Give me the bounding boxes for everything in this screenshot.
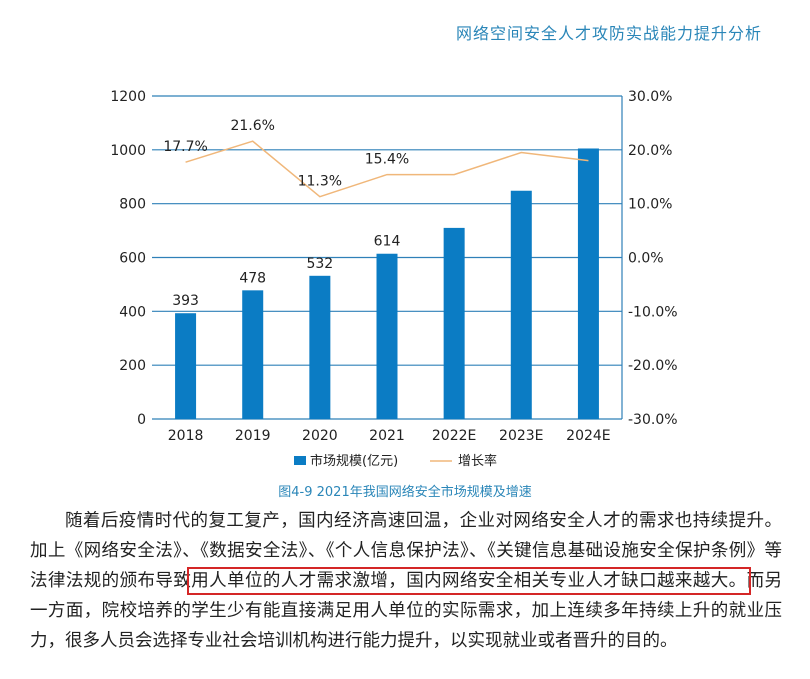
bar-value-label: 393	[172, 293, 199, 309]
line-value-label: 15.4%	[365, 152, 409, 168]
bar	[443, 227, 465, 419]
figure-caption: 图4-9 2021年我国网络安全市场规模及增速	[278, 485, 532, 500]
bar-value-label: 614	[374, 234, 401, 250]
right-tick-label: 0.0%	[628, 251, 664, 267]
paragraph-text-2: 而另一方面，院校培养的学生少有能直接满足用人单位的实际需求，加上连续多年持续上升…	[30, 571, 783, 651]
body-paragraph: 随着后疫情时代的复工复产，国内经济高速回温，企业对网络安全人才的需求也持续提升。…	[30, 506, 782, 656]
legend-line-label: 增长率	[458, 453, 497, 469]
legend-bar-swatch	[294, 456, 306, 465]
line-value-label: 11.3%	[298, 174, 342, 190]
right-tick-label: -30.0%	[628, 412, 678, 428]
running-header: 网络空间安全人才攻防实战能力提升分析	[455, 24, 762, 43]
bar	[577, 148, 599, 420]
line-value-label: 21.6%	[230, 118, 274, 134]
x-tick-label: 2023E	[499, 428, 543, 444]
x-tick-label: 2021	[369, 428, 405, 444]
bar-value-label: 478	[239, 270, 266, 286]
x-tick-label: 2020	[302, 428, 338, 444]
left-tick-label: 400	[119, 304, 146, 320]
growth-rate-line	[185, 140, 589, 198]
right-tick-label: 10.0%	[628, 197, 672, 213]
bar	[376, 253, 398, 419]
x-tick-label: 2022E	[432, 428, 476, 444]
highlighted-text: 用人单位的人才需求激增，国内网络安全相关专业人才缺口越来越大。	[187, 567, 751, 595]
right-tick-label: 30.0%	[628, 89, 672, 105]
right-tick-label: 20.0%	[628, 143, 672, 159]
x-tick-label: 2019	[235, 428, 271, 444]
right-tick-label: -10.0%	[628, 304, 678, 320]
left-tick-label: 800	[119, 197, 146, 213]
market-size-chart: 393 478 532 614 17.7% 21.6% 11.3% 15.4% 0 200 400…	[110, 89, 678, 469]
left-tick-label: 1000	[110, 143, 146, 159]
left-tick-label: 600	[119, 251, 146, 267]
bar-value-label: 532	[306, 256, 333, 272]
legend-bar-label: 市场规模(亿元)	[310, 453, 398, 469]
paragraph-text-1: 随着后疫情时代的复工复产，国内经济高速回温，企业对网络安全人才的需求也持续提升。…	[30, 511, 782, 591]
x-tick-label: 2018	[168, 428, 204, 444]
left-tick-label: 1200	[110, 89, 146, 105]
bar	[175, 313, 197, 419]
x-tick-label: 2024E	[566, 428, 610, 444]
right-tick-label: -20.0%	[628, 358, 678, 374]
left-tick-label: 200	[119, 358, 146, 374]
line-value-label: 17.7%	[163, 139, 207, 155]
bar	[309, 275, 331, 419]
left-tick-label: 0	[137, 412, 146, 428]
bar	[510, 190, 532, 419]
bar	[242, 290, 264, 419]
